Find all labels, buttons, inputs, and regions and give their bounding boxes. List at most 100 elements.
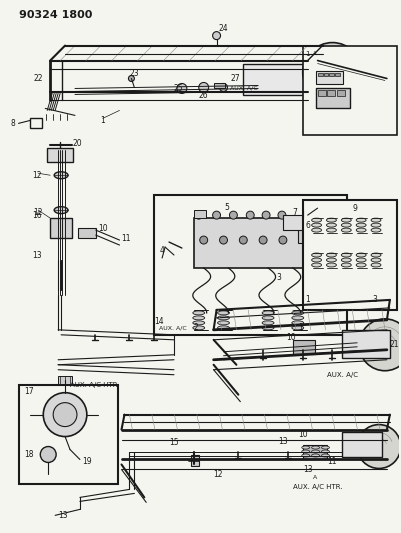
Text: 5: 5	[224, 203, 229, 212]
Text: 10: 10	[97, 224, 107, 232]
Text: 11: 11	[121, 233, 131, 243]
Text: AUX. A/C: AUX. A/C	[230, 86, 257, 91]
Text: 4: 4	[159, 246, 164, 255]
Ellipse shape	[311, 218, 321, 222]
Text: 13: 13	[32, 251, 42, 260]
Bar	[58, 376, 72, 384]
Ellipse shape	[370, 253, 380, 257]
Ellipse shape	[311, 228, 321, 232]
Circle shape	[194, 211, 202, 219]
Ellipse shape	[192, 316, 204, 320]
Bar	[193, 210, 205, 218]
Bar	[315, 88, 349, 108]
Ellipse shape	[217, 316, 229, 320]
Bar	[190, 455, 198, 466]
Ellipse shape	[370, 228, 380, 232]
Text: 18: 18	[24, 450, 34, 459]
Ellipse shape	[311, 446, 319, 449]
Circle shape	[259, 236, 266, 244]
Text: 14: 14	[154, 317, 163, 326]
Ellipse shape	[326, 223, 336, 227]
Ellipse shape	[192, 326, 204, 330]
Text: 2: 2	[193, 324, 198, 333]
Ellipse shape	[355, 253, 365, 257]
Ellipse shape	[370, 218, 380, 222]
Circle shape	[212, 211, 220, 219]
Ellipse shape	[311, 258, 321, 262]
Ellipse shape	[192, 321, 204, 325]
Text: 16: 16	[32, 211, 42, 220]
Bar	[213, 84, 225, 88]
Bar	[47, 148, 73, 162]
Text: 12: 12	[213, 470, 223, 479]
Circle shape	[198, 83, 208, 92]
Bar	[317, 91, 325, 96]
Text: 90324 1800: 90324 1800	[18, 10, 92, 20]
Ellipse shape	[355, 223, 365, 227]
Text: 9: 9	[351, 204, 356, 213]
Circle shape	[176, 84, 186, 93]
Bar	[323, 72, 328, 77]
Bar	[315, 88, 349, 108]
Bar	[292, 340, 314, 354]
Ellipse shape	[340, 253, 350, 257]
Ellipse shape	[370, 263, 380, 267]
Bar	[342, 432, 381, 456]
Text: 3: 3	[371, 295, 376, 304]
Bar	[50, 218, 72, 238]
Text: 10: 10	[285, 333, 295, 342]
Text: 27: 27	[230, 74, 239, 83]
Text: 1: 1	[305, 51, 310, 56]
Text: 1: 1	[99, 116, 104, 125]
Bar	[315, 70, 342, 84]
Circle shape	[246, 211, 253, 219]
Ellipse shape	[291, 311, 303, 315]
Bar	[336, 91, 344, 96]
Text: 19: 19	[82, 457, 91, 466]
Ellipse shape	[370, 223, 380, 227]
Bar	[78, 228, 95, 238]
Ellipse shape	[311, 263, 321, 267]
Ellipse shape	[311, 450, 319, 453]
Text: 13: 13	[58, 511, 68, 520]
Text: 12: 12	[32, 171, 42, 180]
Circle shape	[212, 31, 220, 39]
Text: AUX. A/C HTR.: AUX. A/C HTR.	[70, 382, 119, 387]
Text: 1: 1	[297, 324, 302, 333]
Text: 10: 10	[297, 430, 307, 439]
Circle shape	[219, 236, 227, 244]
Text: 6: 6	[305, 221, 310, 230]
Ellipse shape	[261, 326, 273, 330]
Ellipse shape	[291, 326, 303, 330]
Bar	[302, 445, 327, 459]
Text: 26: 26	[198, 91, 208, 100]
Ellipse shape	[261, 311, 273, 315]
Ellipse shape	[54, 207, 68, 214]
Ellipse shape	[311, 223, 321, 227]
Ellipse shape	[321, 454, 329, 457]
Ellipse shape	[311, 454, 319, 457]
Ellipse shape	[326, 258, 336, 262]
Circle shape	[261, 211, 269, 219]
Bar	[193, 218, 302, 268]
Bar	[342, 330, 389, 358]
Bar	[154, 195, 346, 335]
Text: AUX. A/C: AUX. A/C	[159, 325, 186, 330]
Ellipse shape	[340, 263, 350, 267]
Circle shape	[199, 236, 207, 244]
Text: 3: 3	[275, 273, 280, 282]
Ellipse shape	[301, 454, 309, 457]
Text: 13: 13	[277, 437, 287, 446]
Bar	[327, 91, 334, 96]
Ellipse shape	[355, 218, 365, 222]
Circle shape	[277, 211, 285, 219]
Ellipse shape	[326, 253, 336, 257]
Ellipse shape	[340, 223, 350, 227]
Bar	[243, 63, 310, 95]
Circle shape	[40, 447, 56, 463]
Ellipse shape	[340, 218, 350, 222]
Ellipse shape	[261, 321, 273, 325]
Text: 8: 8	[10, 119, 15, 128]
Ellipse shape	[340, 228, 350, 232]
Text: 7: 7	[292, 208, 297, 216]
